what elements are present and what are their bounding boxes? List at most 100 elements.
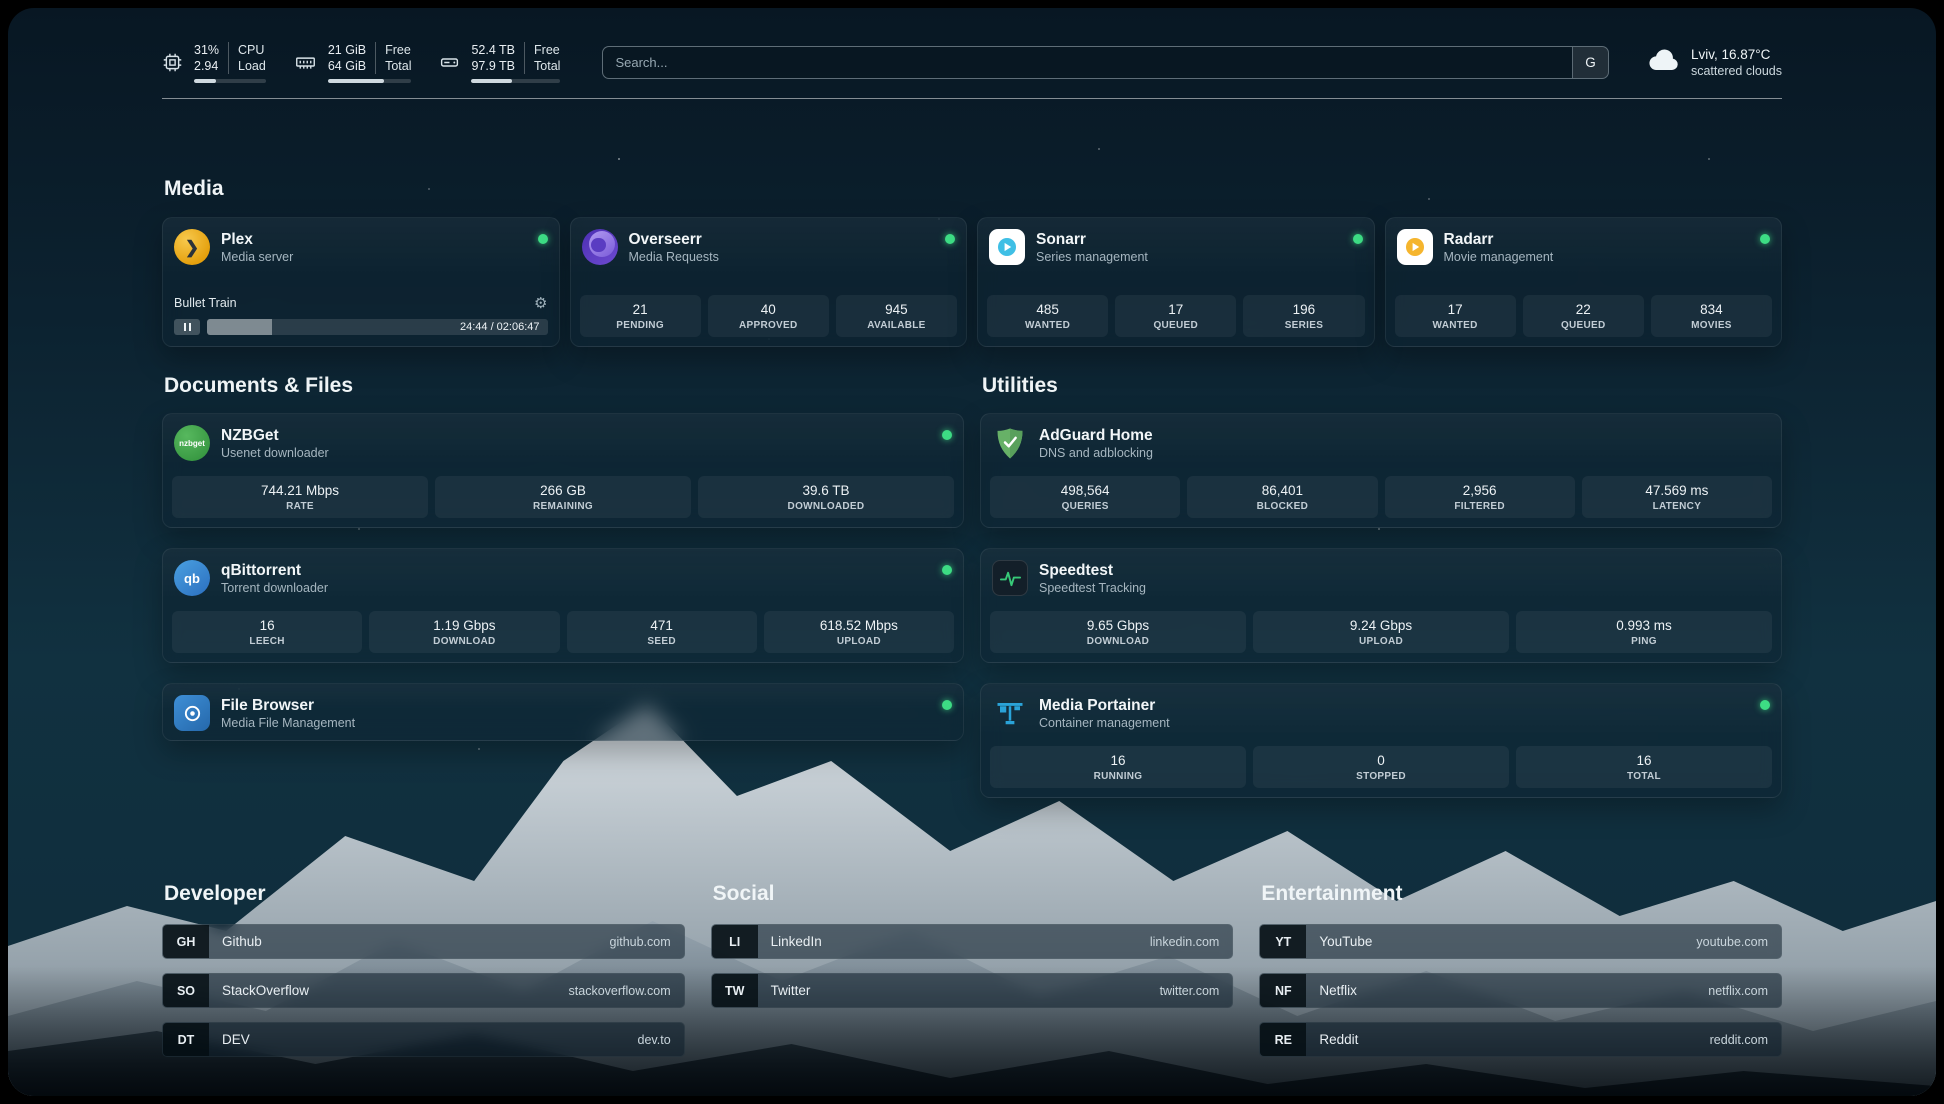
search-engine-button[interactable]: G [1571,47,1608,78]
settings-gear-icon[interactable]: ⚙ [534,295,548,312]
radarr-name: Radarr [1443,230,1494,248]
bookmarks-title-developer: Developer [164,882,266,905]
stat-upload: 618.52 Mbps UPLOAD [763,611,954,653]
nzbget-icon: nzbget [174,425,210,461]
system-widgets: 31% 2.94 CPU Load [162,42,561,83]
bookmark-abbr: RE [1260,1023,1307,1056]
bookmark-abbr: SO [163,974,209,1007]
sonarr-icon [989,229,1025,265]
stat-wanted: 17 WANTED [1394,295,1516,337]
cpu-progress-bar [194,79,266,83]
portainer-card[interactable]: Media Portainer Container management 16 … [980,683,1782,798]
stat-running: 16 RUNNING [990,746,1246,788]
nzbget-subtitle: Usenet downloader [221,446,329,461]
weather-location: Lviv, 16.87°C [1690,47,1771,62]
star-field [8,8,10,10]
stat-download: 1.19 Gbps DOWNLOAD [369,611,560,653]
stat-downloaded: 39.6 TB DOWNLOADED [698,476,954,518]
bookmark-stackoverflow[interactable]: SO StackOverflow stackoverflow.com [162,973,685,1008]
cpu-percent: 31% [194,43,220,57]
cpu-load-value: 2.94 [194,59,219,73]
bookmark-abbr: NF [1260,974,1307,1007]
status-indicator [942,700,952,710]
bookmark-netflix[interactable]: NF Netflix netflix.com [1259,973,1782,1008]
speedtest-icon [992,560,1028,596]
ram-total-value: 64 GiB [327,59,367,73]
plex-name: Plex [221,230,253,248]
search-input[interactable] [603,47,1572,78]
cloud-icon [1647,48,1681,78]
bookmark-dev[interactable]: DT DEV dev.to [162,1022,685,1057]
bookmarks: Developer GH Github github.com SO StackO… [162,882,1782,1071]
disk-total-value: 97.9 TB [471,59,516,73]
speedtest-card[interactable]: Speedtest Speedtest Tracking 9.65 Gbps D… [980,548,1782,663]
filebrowser-icon [174,695,210,731]
stat-stopped: 0 STOPPED [1253,746,1509,788]
disk-widget: 52.4 TB 97.9 TB Free Total [439,42,561,83]
weather-widget: Lviv, 16.87°C scattered clouds [1647,47,1782,78]
bookmark-linkedin[interactable]: LI LinkedIn linkedin.com [710,924,1234,959]
ram-free-label: Free [385,43,411,57]
bookmark-url: twitter.com [1159,983,1220,998]
section-title-utilities: Utilities [982,374,1058,397]
disk-free-label: Free [534,43,560,57]
radarr-card[interactable]: Radarr Movie management 17 WANTED 22 QUE… [1384,217,1782,347]
bookmark-name: StackOverflow [222,983,310,998]
search-bar[interactable]: G [602,46,1609,79]
bookmark-youtube[interactable]: YT YouTube youtube.com [1259,924,1782,959]
filebrowser-card[interactable]: File Browser Media File Management [162,683,964,741]
stat-upload: 9.24 Gbps UPLOAD [1253,611,1509,653]
pause-button[interactable] [174,319,200,335]
disk-icon [439,52,460,73]
stat-queued: 22 QUEUED [1522,295,1644,337]
stat-queued: 17 QUEUED [1115,295,1237,337]
overseerr-card[interactable]: Overseerr Media Requests 21 PENDING 40 A… [569,217,967,347]
plex-card[interactable]: ❯ Plex Media server Bullet Train ⚙ 24:44 [162,217,560,347]
bookmark-url: dev.to [637,1032,671,1047]
status-indicator [1760,234,1770,244]
filebrowser-name: File Browser [221,696,315,714]
bookmark-twitter[interactable]: TW Twitter twitter.com [710,973,1234,1008]
stat-blocked: 86,401 BLOCKED [1187,476,1378,518]
disk-free-value: 52.4 TB [471,43,516,57]
section-title-media: Media [164,177,224,200]
sonarr-card[interactable]: Sonarr Series management 485 WANTED 17 Q… [977,217,1375,347]
overseerr-icon [581,229,618,265]
status-indicator [945,234,955,244]
ram-widget: 21 GiB 64 GiB Free Total [294,42,412,83]
status-indicator [537,234,548,244]
qbittorrent-card[interactable]: qb qBittorrent Torrent downloader 16 LEE… [162,548,964,663]
disk-total-label: Total [534,59,561,73]
adguard-subtitle: DNS and adblocking [1039,446,1153,461]
overseerr-subtitle: Media Requests [628,250,719,265]
ram-free-value: 21 GiB [327,43,367,57]
cpu-label: CPU [238,43,265,57]
bookmarks-entertainment: Entertainment YT YouTube youtube.com NF … [1259,882,1782,1071]
dashboard-frame: 31% 2.94 CPU Load [8,8,1936,1096]
bookmarks-social: Social LI LinkedIn linkedin.com TW Twitt… [710,882,1234,1071]
nzbget-card[interactable]: nzbget NZBGet Usenet downloader 744.21 M… [162,413,964,528]
bookmark-url: stackoverflow.com [568,983,671,998]
playback-progress-bar[interactable]: 24:44 / 02:06:47 [207,319,548,335]
radarr-icon [1396,229,1433,265]
bookmark-reddit[interactable]: RE Reddit reddit.com [1259,1022,1782,1057]
documents-column: Documents & Files nzbget NZBGet Usenet d… [162,347,964,818]
status-indicator [1760,700,1770,710]
bookmark-abbr: TW [711,974,758,1007]
filebrowser-subtitle: Media File Management [221,716,356,731]
adguard-card[interactable]: AdGuard Home DNS and adblocking 498,564 … [980,413,1782,528]
cpu-widget: 31% 2.94 CPU Load [162,42,266,83]
stat-series: 196 SERIES [1243,295,1365,337]
ram-progress-bar [327,79,412,83]
cpu-icon [162,52,183,73]
disk-progress-bar [471,79,561,83]
bookmark-url: github.com [609,934,671,949]
stat-seed: 471 SEED [566,611,757,653]
now-playing-title: Bullet Train [174,296,237,310]
stat-latency: 47.569 ms LATENCY [1581,476,1772,518]
bookmark-abbr: YT [1260,925,1307,958]
status-indicator [942,430,952,440]
bookmark-name: LinkedIn [770,934,822,949]
stat-movies: 834 MOVIES [1650,295,1773,337]
bookmark-github[interactable]: GH Github github.com [162,924,685,959]
